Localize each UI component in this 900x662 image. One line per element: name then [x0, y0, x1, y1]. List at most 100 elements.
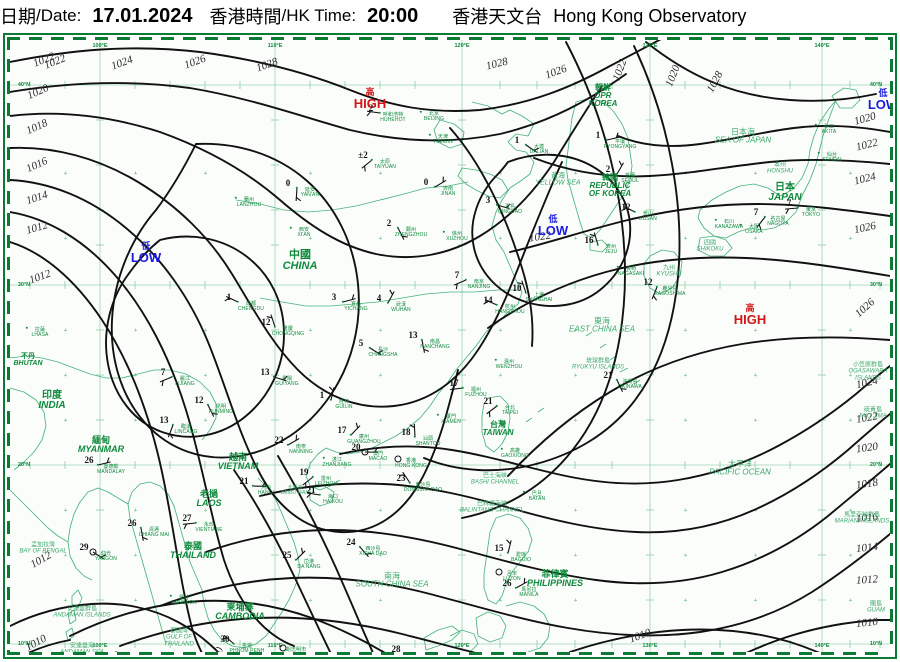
station-dot: [322, 456, 326, 460]
border-dash: [7, 147, 12, 160]
border-dash: [73, 650, 86, 655]
border-dash: [95, 650, 108, 655]
wind-barb-layer: [92, 110, 799, 645]
station-dot: [495, 303, 499, 307]
border-dash: [557, 37, 570, 42]
graticule-ticks: [29, 81, 881, 648]
border-dash: [7, 301, 12, 314]
station-dot: [349, 433, 353, 437]
border-dash: [447, 650, 460, 655]
station-dot: [234, 196, 238, 200]
station-dot: [714, 218, 718, 222]
border-dash: [271, 650, 284, 655]
station-dot: [605, 138, 609, 142]
station-dot: [495, 203, 499, 207]
border-dash: [888, 411, 893, 424]
wind-barb-feather: [618, 160, 623, 167]
wind-barb-feather: [169, 433, 174, 439]
border-dash: [337, 650, 350, 655]
border-dash: [7, 279, 12, 292]
border-dash: [888, 37, 893, 50]
isobar-layer: [10, 40, 890, 652]
border-dash: [888, 257, 893, 270]
border-dash: [888, 81, 893, 94]
border-dash: [888, 279, 893, 292]
station-circle: [89, 548, 97, 556]
station-dot: [294, 558, 298, 562]
wind-barb-shaft: [785, 207, 799, 210]
border-dash: [7, 367, 12, 380]
coastline-layer: [10, 87, 861, 652]
border-dash: [888, 367, 893, 380]
border-dash: [7, 565, 12, 578]
wind-barb-shaft: [207, 404, 215, 417]
map-border-frame: [3, 33, 897, 659]
border-dash: [95, 37, 108, 42]
station-dot: [524, 143, 528, 147]
wind-barb-shaft: [402, 471, 411, 484]
station-dot: [408, 481, 412, 485]
wind-barb-shaft: [450, 387, 464, 391]
chart-header: 日期 /Date: 17.01.2024 香港時間 /HK Time: 20:0…: [0, 0, 900, 32]
wind-barb-feather: [621, 207, 627, 212]
time-value: 20:00: [367, 4, 419, 27]
wind-barb-feather: [758, 224, 762, 230]
border-dash: [843, 650, 856, 655]
wind-barb-shaft: [307, 492, 321, 496]
wind-barb-shaft: [167, 424, 174, 438]
wind-barb-shaft: [651, 286, 658, 300]
border-dash: [733, 37, 746, 42]
border-dash: [711, 37, 724, 42]
station-dot: [170, 375, 174, 379]
border-dash: [359, 37, 372, 42]
wind-barb-shaft: [453, 279, 467, 286]
wind-barb-feather: [306, 493, 312, 498]
station-dot: [796, 206, 800, 210]
wind-barb-shaft: [369, 347, 382, 356]
border-dash: [7, 257, 12, 270]
wind-barb-shaft: [97, 461, 111, 466]
border-dash: [271, 37, 284, 42]
border-dash: [7, 37, 20, 42]
border-dash: [7, 169, 12, 182]
station-dot: [616, 265, 620, 269]
border-dash: [711, 650, 724, 655]
border-dash: [888, 323, 893, 336]
wind-barb-shaft: [223, 635, 235, 645]
border-dash: [7, 499, 12, 512]
border-dash: [888, 565, 893, 578]
station-dot: [500, 447, 504, 451]
wind-barb-feather: [785, 208, 790, 214]
border-dash: [7, 213, 12, 226]
station-dot: [286, 443, 290, 447]
border-dash: [777, 37, 790, 42]
border-dash: [205, 37, 218, 42]
wind-barb-feather: [506, 539, 511, 545]
border-dash: [799, 650, 812, 655]
border-dash: [7, 125, 12, 138]
station-dot: [514, 586, 518, 590]
border-dash: [315, 37, 328, 42]
station-dot: [396, 226, 400, 230]
map-vector-layer: [10, 40, 890, 652]
border-dash: [7, 543, 12, 556]
station-dot: [419, 110, 423, 114]
border-dash: [73, 37, 86, 42]
border-dash: [645, 37, 658, 42]
station-dot: [251, 484, 255, 488]
station-dot: [633, 210, 637, 214]
border-dash: [469, 650, 482, 655]
border-dash: [888, 477, 893, 490]
wind-barb-shaft: [413, 423, 416, 438]
border-dash: [645, 650, 658, 655]
border-dash: [249, 650, 262, 655]
wind-barb-feather: [615, 132, 619, 139]
date-value: 17.01.2024: [92, 4, 193, 27]
wind-barb-feather: [409, 424, 415, 428]
border-dash: [51, 650, 64, 655]
station-dot: [522, 490, 526, 494]
wind-barb-feather: [366, 111, 372, 117]
wind-barb-feather: [262, 481, 267, 487]
border-dash: [7, 521, 12, 534]
